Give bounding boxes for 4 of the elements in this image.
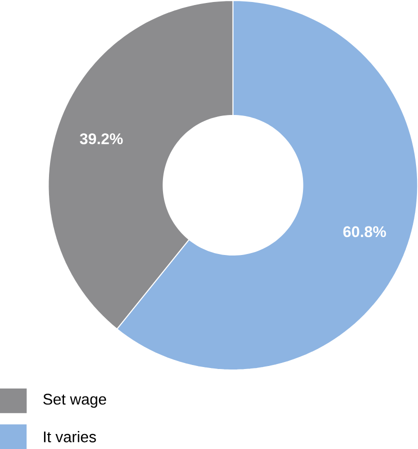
legend-label: It varies [44, 431, 96, 442]
data-label: 60.8% [343, 226, 386, 238]
data-label: 39.2% [80, 133, 123, 144]
legend-label: Set wage [43, 394, 106, 408]
